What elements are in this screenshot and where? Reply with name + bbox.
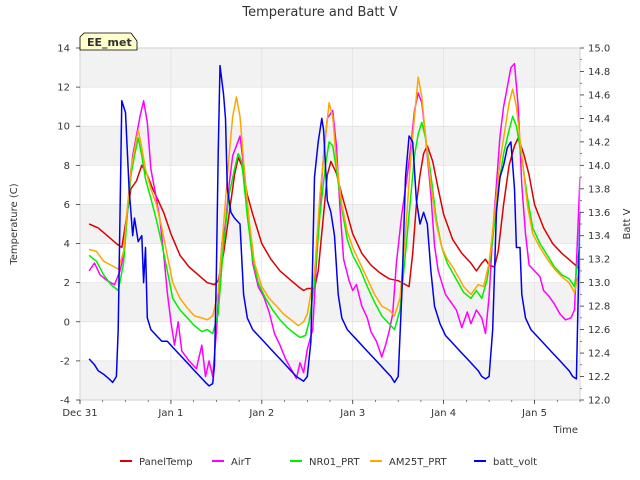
x-tick-label: Dec 31 [62, 408, 97, 419]
background-band [80, 360, 580, 400]
legend: PanelTemp AirT NR01_PRT AM25T_PRT batt_volt [120, 457, 537, 468]
y-left-tick-label: 2 [64, 278, 70, 289]
y-right-tick-label: 14.6 [588, 90, 610, 101]
legend-label: AM25T_PRT [389, 457, 448, 468]
background-band [80, 48, 580, 88]
y-axis-right-label: Batt V [622, 208, 633, 239]
y-right-tick-label: 14.4 [588, 114, 610, 125]
x-tick-label: Jan 4 [430, 408, 456, 419]
y-left-tick-label: 0 [64, 317, 70, 328]
y-right-tick-label: 13.6 [588, 208, 610, 219]
y-left-tick-label: 14 [57, 44, 70, 55]
x-tick-label: Jan 3 [339, 408, 365, 419]
site-label: EE_met [87, 36, 132, 49]
y-right-tick-label: 14.2 [588, 137, 610, 148]
y-left-tick-label: 6 [64, 200, 70, 211]
plot-area [79, 47, 581, 401]
y-right-tick-label: 13.8 [588, 184, 610, 195]
background-band [80, 126, 580, 166]
site-label-box: EE_met [79, 32, 138, 51]
y-right-tick-label: 13.4 [588, 231, 610, 242]
y-left-tick-label: -2 [60, 356, 70, 367]
y-right-tick-label: 13.2 [588, 255, 610, 266]
y-right-tick-label: 14.0 [588, 161, 610, 172]
y-right-tick-label: 13.0 [588, 278, 610, 289]
y-axis-left-label: Temperature (C) [9, 183, 20, 265]
y-right-tick-label: 12.8 [588, 302, 610, 313]
y-left-tick-label: 4 [64, 239, 70, 250]
y-axis-right: 12.0 12.2 12.4 12.6 12.8 13.0 13.2 13.4 13.6 13.8… [580, 44, 610, 407]
x-axis-label: Time [553, 425, 578, 436]
legend-label: batt_volt [493, 457, 537, 468]
series-line-nr01-prt [88, 115, 581, 339]
x-tick-label: Jan 1 [157, 408, 183, 419]
x-tick-label: Jan 5 [521, 408, 547, 419]
y-right-tick-label: 12.4 [588, 349, 610, 360]
series-line-batt-volt [88, 64, 581, 387]
y-left-tick-label: -4 [60, 396, 70, 407]
series-layer [88, 62, 581, 387]
site-label-shape [79, 32, 138, 51]
x-tick-label: Jan 2 [248, 408, 274, 419]
y-axis-left: -4 -2 0 2 4 6 8 10 12 14 [57, 44, 80, 407]
legend-label: PanelTemp [139, 457, 193, 468]
y-right-tick-label: 12.6 [588, 325, 610, 336]
x-axis: Dec 31 Jan 1 Jan 2 Jan 3 Jan 4 Jan 5 [62, 400, 581, 419]
y-right-tick-label: 15.0 [588, 44, 610, 55]
legend-label: NR01_PRT [309, 457, 360, 468]
series-line-am25t-prt [88, 76, 581, 327]
background-band [80, 282, 580, 322]
legend-label: AirT [231, 457, 252, 468]
y-right-tick-label: 12.2 [588, 372, 610, 383]
y-right-tick-label: 14.8 [588, 67, 610, 78]
y-left-tick-label: 8 [64, 161, 70, 172]
y-left-tick-label: 12 [57, 83, 70, 94]
y-right-tick-label: 12.0 [588, 396, 610, 407]
chart-title: Temperature and Batt V [241, 5, 397, 20]
y-left-tick-label: 10 [57, 122, 70, 133]
